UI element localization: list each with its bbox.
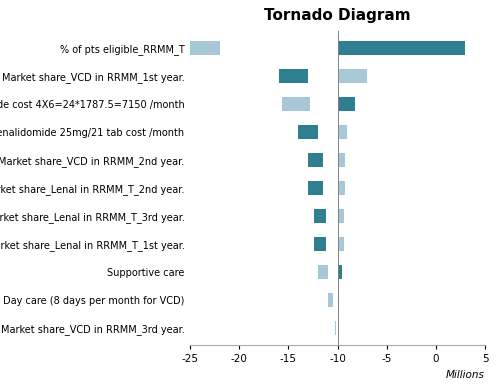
Bar [338,125,347,139]
Bar [298,125,318,139]
Bar [314,209,326,223]
Bar [278,69,308,83]
Bar [102,41,220,55]
Bar [334,321,336,335]
Bar [308,181,323,195]
Bar [338,237,344,251]
Bar [318,265,328,279]
Bar [328,293,332,307]
Bar [338,153,345,167]
Bar [338,293,339,307]
Bar [338,209,344,223]
Bar [282,97,310,111]
Bar [338,69,367,83]
Bar [308,153,323,167]
X-axis label: Millions: Millions [446,370,485,379]
Bar [338,97,355,111]
Bar [338,181,345,195]
Bar [338,265,342,279]
Bar [338,41,466,55]
Bar [314,237,326,251]
Title: Tornado Diagram: Tornado Diagram [264,8,411,23]
